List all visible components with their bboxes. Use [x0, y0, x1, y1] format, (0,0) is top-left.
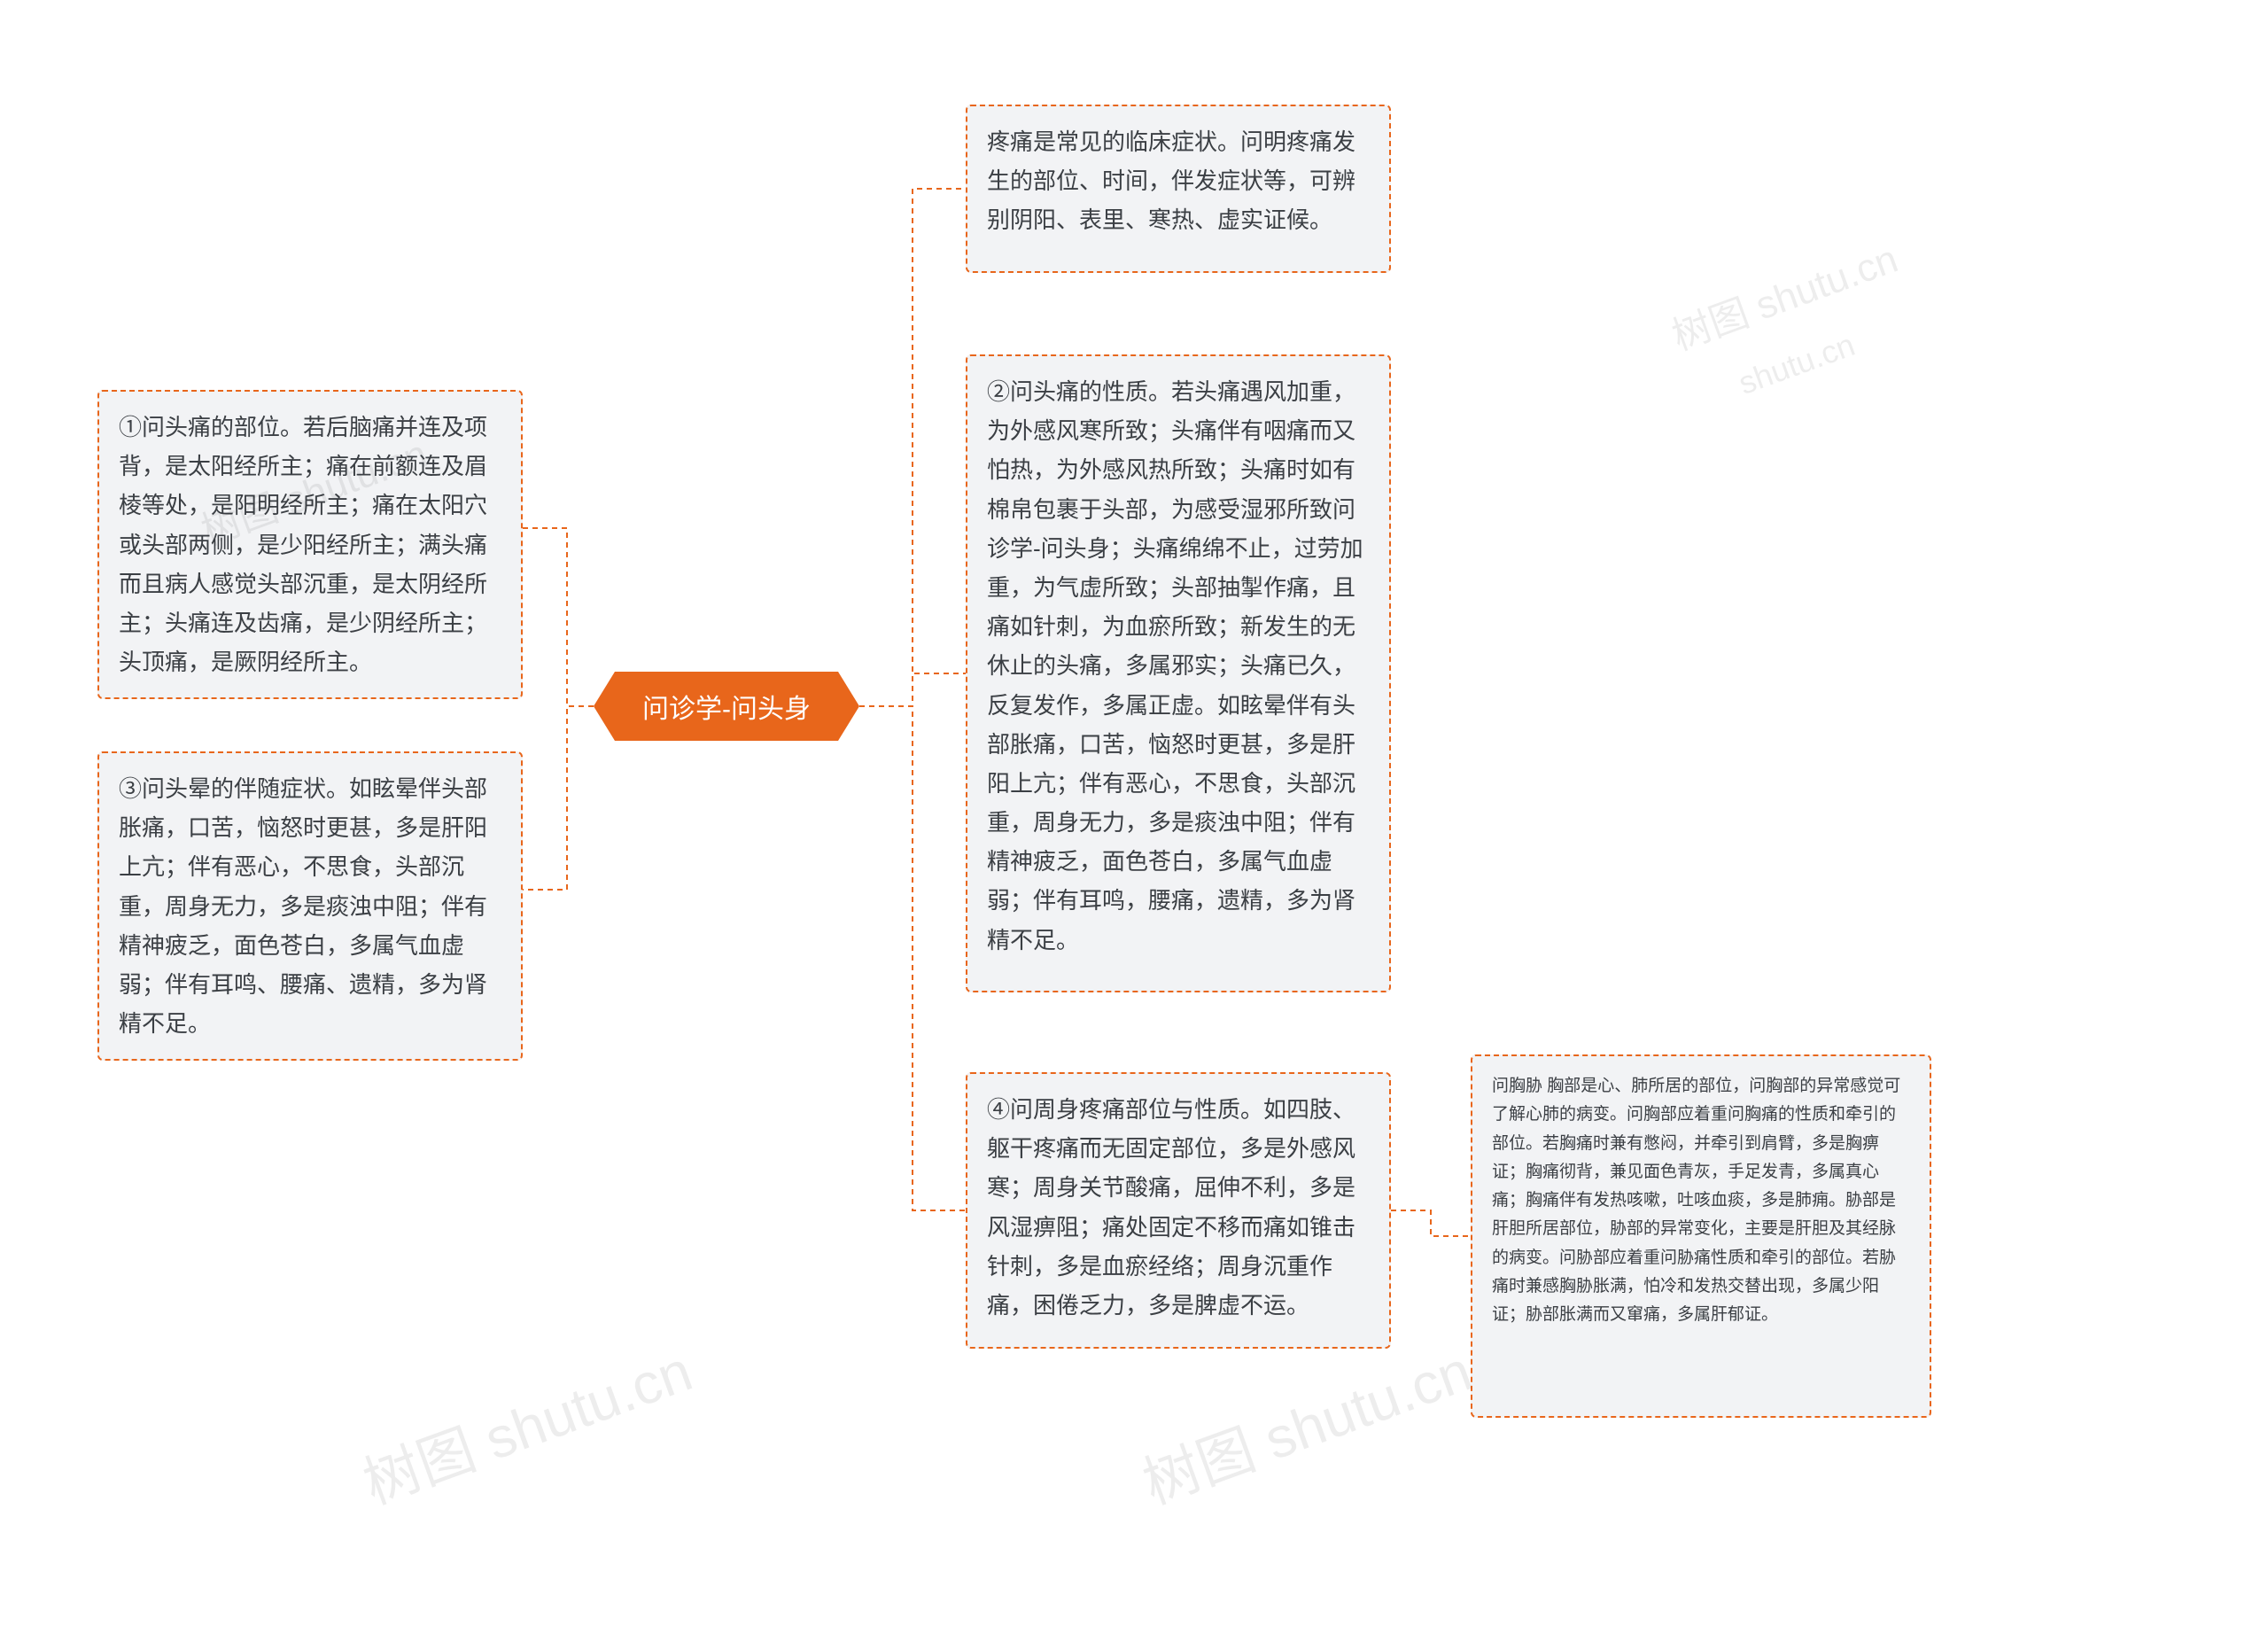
node-text: ④问周身疼痛部位与性质。如四肢、躯干疼痛而无固定部位，多是外感风寒；周身关节酸痛…	[987, 1096, 1355, 1319]
node-text: ③问头晕的伴随症状。如眩晕伴头部胀痛，口苦，恼怒时更甚，多是肝阳上亢；伴有恶心，…	[119, 775, 487, 1037]
node-text: 疼痛是常见的临床症状。问明疼痛发生的部位、时间，伴发症状等，可辨别阴阳、表里、寒…	[987, 128, 1355, 233]
node-text: ①问头痛的部位。若后脑痛并连及项背，是太阳经所主；痛在前额连及眉棱等处，是阳明经…	[119, 414, 487, 675]
node-headache-nature: ②问头痛的性质。若头痛遇风加重，为外感风寒所致；头痛伴有咽痛而又怕热，为外感风热…	[966, 354, 1391, 992]
node-headache-location: ①问头痛的部位。若后脑痛并连及项背，是太阳经所主；痛在前额连及眉棱等处，是阳明经…	[97, 390, 523, 699]
node-dizziness-symptoms: ③问头晕的伴随症状。如眩晕伴头部胀痛，口苦，恼怒时更甚，多是肝阳上亢；伴有恶心，…	[97, 751, 523, 1061]
center-node: 问诊学-问头身	[594, 672, 859, 741]
watermark: 树图 shutu.cn	[1130, 1326, 1481, 1520]
center-label: 问诊学-问头身	[642, 687, 811, 726]
mindmap-canvas: 问诊学-问头身 ①问头痛的部位。若后脑痛并连及项背，是太阳经所主；痛在前额连及眉…	[0, 0, 2268, 1626]
watermark: 树图 shutu.cn	[351, 1326, 702, 1520]
node-text: 问胸胁 胸部是心、肺所居的部位，问胸部的异常感觉可了解心肺的病变。问胸部应着重问…	[1492, 1077, 1900, 1324]
watermark: 树图 shutu.cn	[1663, 227, 1904, 361]
node-body-pain: ④问周身疼痛部位与性质。如四肢、躯干疼痛而无固定部位，多是外感风寒；周身关节酸痛…	[966, 1072, 1391, 1349]
watermark: shutu.cn	[1734, 326, 1860, 402]
node-text: ②问头痛的性质。若头痛遇风加重，为外感风寒所致；头痛伴有咽痛而又怕热，为外感风热…	[987, 378, 1363, 953]
node-chest-hypochondrium: 问胸胁 胸部是心、肺所居的部位，问胸部的异常感觉可了解心肺的病变。问胸部应着重问…	[1471, 1054, 1931, 1418]
node-pain-overview: 疼痛是常见的临床症状。问明疼痛发生的部位、时间，伴发症状等，可辨别阴阳、表里、寒…	[966, 105, 1391, 273]
